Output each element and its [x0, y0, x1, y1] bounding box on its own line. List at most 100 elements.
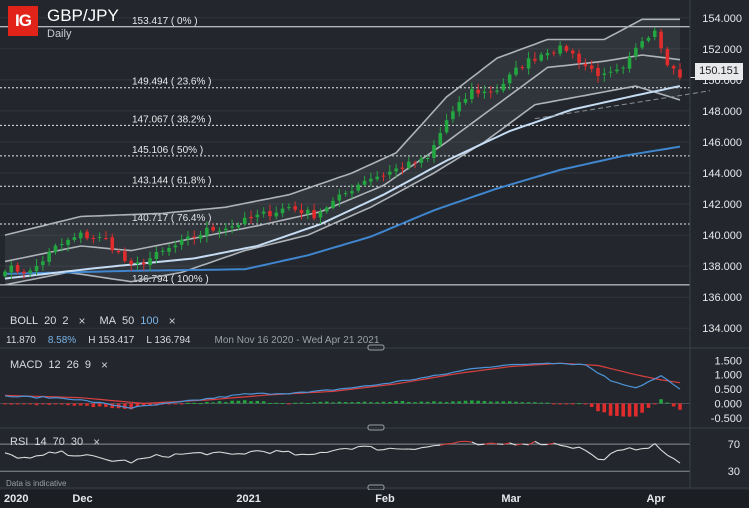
macd-histogram-bar	[564, 403, 569, 405]
macd-histogram-bar	[97, 403, 102, 407]
candle	[545, 48, 550, 60]
fib-label-2: 147.067 ( 38.2% )	[132, 114, 212, 125]
candle	[514, 60, 518, 77]
macd-histogram-bar	[274, 402, 279, 404]
macd-histogram-bar	[91, 403, 96, 408]
macd-histogram-bar	[583, 403, 588, 405]
ma50-line	[4, 85, 681, 280]
macd-legend: MACD 12 26 9 ×	[0, 354, 108, 376]
macd-tick-1: 1.000	[714, 370, 742, 382]
macd-histogram-bar	[419, 401, 424, 404]
rsi-segment	[654, 443, 662, 451]
panel-dividers	[0, 0, 749, 491]
candle	[362, 175, 367, 187]
boll-label: BOLL	[10, 315, 39, 327]
rsi-segment	[219, 451, 226, 454]
macd-histogram-bar	[425, 401, 430, 404]
macd-rsi-divider-handle[interactable]	[367, 424, 385, 431]
rsi-segment	[187, 452, 195, 455]
macd-histogram-bar	[432, 401, 436, 404]
macd-histogram-bar	[9, 403, 14, 405]
rsi-close-button[interactable]: ×	[93, 435, 101, 449]
time-axis-label-2: 2021	[236, 493, 261, 505]
boll-close-button[interactable]: ×	[78, 314, 86, 328]
price-axis: 154.000152.000150.000148.000146.000144.0…	[690, 13, 742, 335]
price-tick-6: 142.000	[702, 199, 742, 211]
macd-histogram-bar	[186, 402, 190, 404]
candle	[659, 29, 663, 54]
rsi-tick-0: 70	[728, 439, 740, 451]
macd-histogram-bar	[230, 400, 234, 404]
macd-label: MACD	[10, 359, 43, 371]
ma-close-button[interactable]: ×	[168, 314, 176, 328]
candle	[116, 249, 121, 254]
candle	[678, 63, 682, 80]
rsi-segment	[339, 447, 346, 450]
macd-histogram-bar	[28, 403, 33, 405]
candle	[324, 206, 329, 214]
candle	[470, 82, 474, 104]
macd-histogram-bar	[552, 403, 556, 405]
macd-histogram-bar	[608, 403, 613, 416]
macd-panel: 1.500 1.000 0.500 0.000 -0.500	[0, 355, 742, 425]
rsi-segment	[156, 453, 163, 458]
macd-histogram-bar	[299, 402, 304, 404]
candle	[217, 227, 222, 238]
candle	[318, 208, 323, 225]
rsi-segment	[181, 452, 189, 455]
candle	[211, 223, 215, 233]
macd-histogram-bar	[261, 401, 266, 404]
stat-high: H 153.417	[88, 334, 135, 346]
macd-histogram-bar	[47, 403, 51, 405]
macd-histogram-bar	[350, 402, 354, 404]
candle	[34, 258, 39, 276]
rsi-segment	[484, 442, 491, 445]
main-macd-divider-handle[interactable]	[367, 344, 385, 351]
macd-histogram-bar	[356, 401, 361, 404]
candle	[671, 64, 676, 75]
rsi-segment	[269, 449, 277, 455]
macd-histogram-bar	[179, 403, 184, 405]
fib-label-6: 136.794 ( 100% )	[132, 274, 209, 285]
macd-histogram-bar	[167, 403, 171, 405]
candle	[135, 256, 140, 270]
time-axis-label-1: Dec	[72, 493, 93, 505]
rsi-segment	[30, 455, 37, 459]
candle	[451, 106, 455, 123]
macd-tick-2: 0.500	[714, 384, 742, 396]
macd-close-button[interactable]: ×	[101, 358, 109, 372]
stat-date-range: Mon Nov 16 2020 - Wed Apr 21 2021	[214, 334, 380, 346]
candle	[520, 65, 525, 71]
candle	[413, 160, 417, 169]
macd-histogram-bar	[217, 401, 222, 404]
rsi-segment	[370, 446, 378, 451]
macd-histogram-bar	[72, 403, 77, 406]
candle	[570, 48, 575, 59]
candle	[501, 78, 506, 93]
trendline	[534, 90, 711, 120]
macd-histogram-bar	[545, 402, 550, 404]
rsi-segment	[465, 440, 472, 443]
candle	[337, 189, 342, 207]
candle	[558, 41, 562, 57]
rsi-segment	[522, 443, 529, 446]
rsi-segment	[263, 450, 271, 455]
candle	[15, 262, 20, 274]
macd-histogram-bar	[198, 403, 203, 405]
candle	[123, 247, 127, 264]
macd-histogram-bar	[476, 400, 480, 404]
candle	[141, 258, 146, 271]
candle	[482, 85, 487, 99]
candle	[41, 256, 45, 271]
macd-histogram-bar	[129, 403, 133, 410]
fib-label-4: 143.144 ( 61.8% )	[132, 175, 212, 186]
macd-histogram-bar	[34, 403, 39, 406]
rsi-segment	[603, 453, 611, 461]
macd-histogram-bar	[3, 403, 7, 405]
macd-histogram-bar	[495, 401, 499, 404]
candle	[394, 163, 398, 178]
candle	[495, 84, 499, 95]
current-price-tag: 150.151	[695, 63, 743, 80]
macd-histogram-bar	[135, 403, 140, 407]
